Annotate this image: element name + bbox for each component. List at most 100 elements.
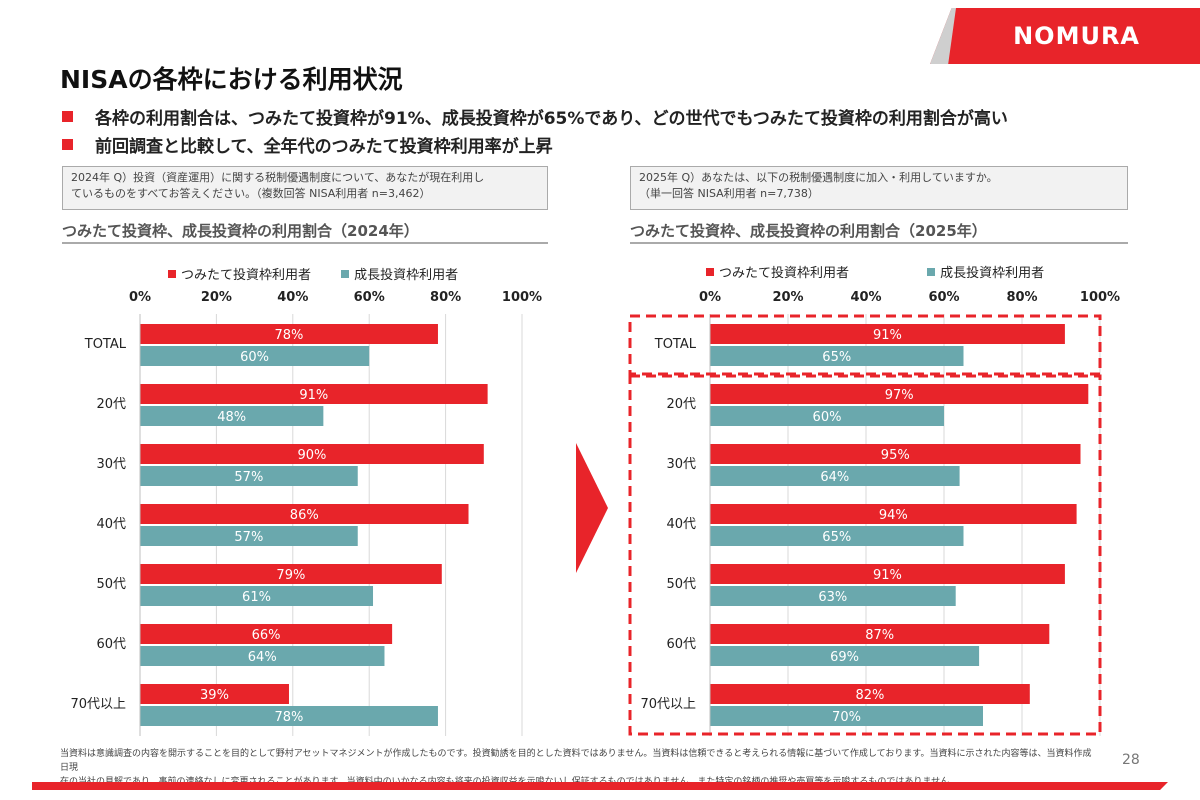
data-label: 87%: [865, 628, 894, 643]
question-line: 2024年 Q）投資（資産運用）に関する税制優遇制度について、あなたが現在利用し: [71, 171, 485, 184]
legend-swatch-red: [168, 270, 176, 278]
data-label: 86%: [290, 508, 319, 523]
bar: [710, 706, 983, 726]
x-tick-label: 40%: [277, 290, 308, 305]
bar: [710, 384, 1089, 404]
category-label: 60代: [666, 637, 696, 652]
disclaimer-line: 当資料は意識調査の内容を開示することを目的として野村アセットマネジメントが作成し…: [60, 749, 1092, 773]
age-groups-highlight-box: [628, 374, 1102, 736]
brand-logo: NOMURA: [1013, 22, 1140, 50]
bar: [710, 526, 964, 546]
brand-logo-band: NOMURA: [930, 8, 1200, 64]
legend-item-tsumitate: つみたて投資枠利用者: [168, 268, 311, 283]
page-title: NISAの各枠における利用状況: [60, 65, 403, 94]
data-label: 70%: [832, 710, 861, 725]
bar: [710, 624, 1050, 644]
bar: [140, 526, 358, 546]
data-label: 65%: [822, 350, 851, 365]
left-legend: つみたて投資枠利用者 成長投資枠利用者: [168, 264, 458, 283]
right-divider: [630, 242, 1128, 244]
x-tick-label: 0%: [129, 290, 151, 305]
bullet-point-2: 前回調査と比較して、全年代のつみたて投資枠利用率が上昇: [62, 132, 553, 157]
page-number: 28: [1122, 752, 1140, 768]
data-label: 63%: [818, 590, 847, 605]
bullet-square-icon: [62, 139, 73, 150]
category-label: 70代以上: [640, 697, 696, 712]
x-tick-label: 60%: [354, 290, 385, 305]
x-tick-label: 60%: [928, 290, 959, 305]
chart-2024: 0% 20% 40% 60% 80% 100% TOTAL 78% 60% 20代 91% 48% 30…: [70, 290, 542, 736]
category-label: 60代: [96, 637, 126, 652]
category-label: 40代: [96, 517, 126, 532]
bar: [140, 624, 393, 644]
data-label: 60%: [240, 350, 269, 365]
bar: [710, 504, 1077, 524]
data-label: 64%: [820, 470, 849, 485]
category-label: TOTAL: [654, 337, 697, 352]
bar: [140, 324, 438, 344]
data-label: 91%: [873, 568, 902, 583]
bar: [140, 384, 488, 404]
x-tick-label: 20%: [201, 290, 232, 305]
bar: [140, 646, 385, 666]
data-label: 78%: [275, 328, 304, 343]
question-line: 2025年 Q）あなたは、以下の税制優遇制度に加入・利用していますか。: [639, 171, 998, 184]
data-label: 94%: [879, 508, 908, 523]
category-label: 20代: [96, 397, 126, 412]
legend-label: 成長投資枠利用者: [940, 266, 1045, 281]
category-label: 40代: [666, 517, 696, 532]
right-chart-subtitle: つみたて投資枠、成長投資枠の利用割合（2025年）: [630, 222, 987, 240]
x-tick-label: 100%: [1080, 290, 1120, 305]
category-label: 30代: [666, 457, 696, 472]
data-label: 65%: [822, 530, 851, 545]
data-label: 64%: [248, 650, 277, 665]
bar: [710, 586, 956, 606]
bullet-text: 前回調査と比較して、全年代のつみたて投資枠利用率が上昇: [95, 137, 553, 157]
data-label: 91%: [873, 328, 902, 343]
legend-swatch-red: [706, 268, 714, 276]
bar: [140, 466, 358, 486]
data-label: 48%: [217, 410, 246, 425]
data-label: 82%: [855, 688, 884, 703]
category-label: 50代: [666, 577, 696, 592]
data-label: 57%: [234, 470, 263, 485]
legend-label: つみたて投資枠利用者: [719, 266, 850, 281]
total-highlight-box: [628, 314, 1102, 376]
x-tick-label: 100%: [502, 290, 542, 305]
bar: [710, 564, 1065, 584]
bullet-text: 各枠の利用割合は、つみたて投資枠が91%、成長投資枠が65%であり、どの世代でも…: [95, 109, 1008, 129]
chart-2025: 0% 20% 40% 60% 80% 100% TOTAL 91% 65% 20代 97% 60% 30…: [628, 290, 1120, 736]
bar: [710, 324, 1065, 344]
legend-swatch-teal: [341, 270, 350, 278]
x-tick-label: 40%: [850, 290, 881, 305]
bar: [710, 346, 964, 366]
data-label: 39%: [200, 688, 229, 703]
bar: [140, 346, 370, 366]
bar: [140, 444, 484, 464]
legend-item-seicho: 成長投資枠利用者: [341, 268, 458, 283]
bar: [140, 706, 438, 726]
x-tick-label: 80%: [1006, 290, 1037, 305]
left-divider: [62, 242, 548, 244]
bar: [140, 684, 289, 704]
data-label: 97%: [885, 388, 914, 403]
question-line: （単一回答 NISA利用者 n=7,738）: [639, 187, 819, 200]
footer-band: [32, 782, 1168, 790]
data-label: 79%: [276, 568, 305, 583]
category-label: 20代: [666, 397, 696, 412]
right-legend: つみたて投資枠利用者 成長投資枠利用者: [706, 262, 1044, 281]
data-label: 66%: [252, 628, 281, 643]
data-label: 61%: [242, 590, 271, 605]
bar: [140, 504, 469, 524]
x-tick-label: 80%: [430, 290, 461, 305]
bar: [140, 564, 442, 584]
data-label: 90%: [297, 448, 326, 463]
bullet-square-icon: [62, 111, 73, 122]
right-question-box: 2025年 Q）あなたは、以下の税制優遇制度に加入・利用していますか。 （単一回…: [630, 166, 1128, 210]
legend-label: つみたて投資枠利用者: [181, 268, 312, 283]
data-label: 60%: [813, 410, 842, 425]
legend-item-seicho: 成長投資枠利用者: [927, 266, 1044, 281]
left-question-box: 2024年 Q）投資（資産運用）に関する税制優遇制度について、あなたが現在利用し…: [62, 166, 548, 210]
category-label: 70代以上: [70, 697, 126, 712]
category-label: 30代: [96, 457, 126, 472]
